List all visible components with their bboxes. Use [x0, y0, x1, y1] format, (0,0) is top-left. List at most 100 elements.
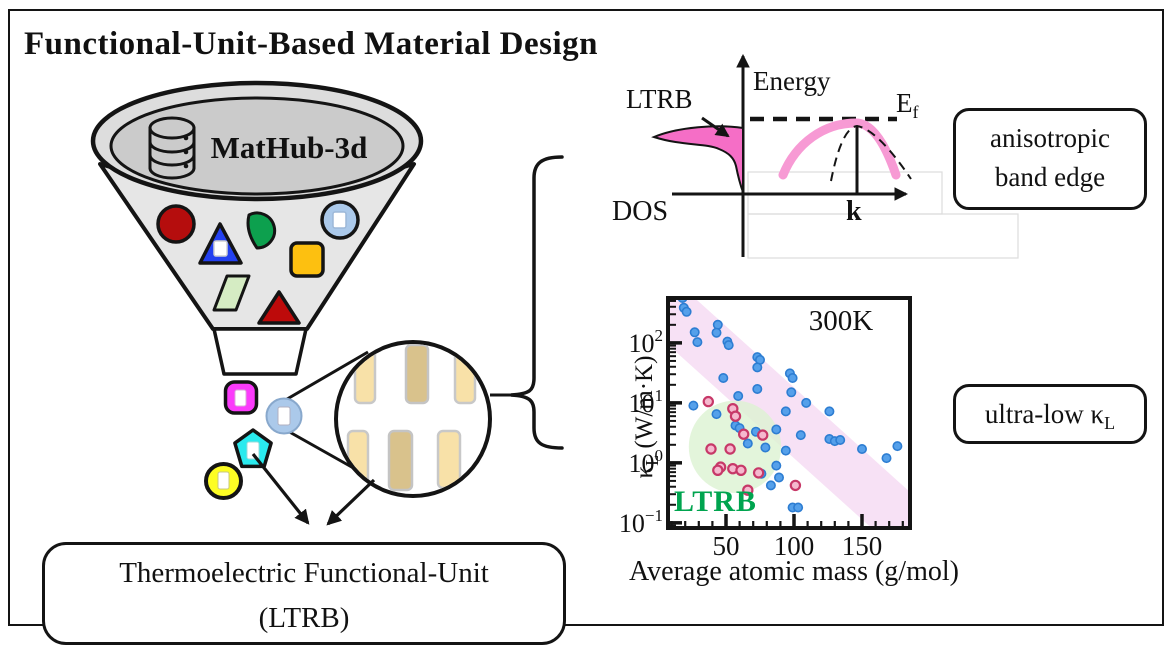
dos-axis-label: DOS	[612, 196, 669, 227]
y-axis-label: κL (W/m·K)	[631, 355, 662, 479]
y-tick-label: 10−1	[619, 506, 663, 538]
data-point-blue	[835, 434, 846, 445]
data-point-blue	[688, 400, 699, 411]
data-point-blue	[824, 406, 835, 417]
reference-band-curve	[830, 124, 912, 182]
plot-border	[666, 296, 912, 530]
callout-line: band edge	[994, 162, 1106, 193]
material-shape-red-triangle	[257, 290, 301, 325]
functional-unit-marker	[277, 406, 291, 426]
material-shape-red-circle	[156, 204, 196, 244]
anisotropic-band-edge-callout: anisotropic band edge	[953, 108, 1147, 210]
data-point-pink	[702, 395, 715, 408]
screened-materials	[204, 340, 492, 526]
ultra-low-kappa-callout: ultra-low κL	[953, 384, 1147, 444]
artifact-box	[747, 213, 1019, 259]
material-shape-green-parallelogram	[212, 274, 251, 312]
data-point-blue	[711, 327, 722, 338]
thermoelectric-unit-box: Thermoelectric Functional-Unit (LTRB)	[42, 542, 566, 645]
data-point-blue	[733, 390, 744, 401]
data-point-pink	[729, 410, 742, 422]
arrow-lens-to-box	[326, 478, 376, 526]
anisotropic-band-curve	[778, 118, 901, 180]
band-ltrb-label: LTRB	[626, 84, 693, 114]
functional-unit-marker	[332, 211, 347, 229]
data-point-blue	[677, 300, 688, 303]
data-point-blue	[881, 453, 892, 464]
material-shape-green-leaf	[246, 211, 277, 250]
data-point-blue	[681, 306, 692, 317]
data-point-blue	[795, 430, 806, 441]
data-point-blue	[793, 502, 804, 513]
data-point-pink	[705, 443, 717, 455]
data-point-blue	[892, 441, 903, 452]
data-point-blue	[780, 406, 791, 417]
x-tick-label: 100	[774, 531, 815, 561]
functional-unit-marker	[246, 441, 260, 460]
data-point-blue	[786, 387, 797, 398]
output-box-line: Thermoelectric Functional-Unit	[119, 557, 489, 589]
data-point-blue	[742, 438, 753, 449]
temperature-annotation: 300K	[808, 305, 874, 337]
data-point-blue	[760, 442, 771, 453]
data-point-blue	[692, 337, 703, 348]
x-axis-label: Average atomic mass (g/mol)	[629, 556, 959, 587]
band-structure-diagram	[651, 53, 1019, 259]
scatter-plot: 50 100 150 102 101 100 10−1	[619, 296, 912, 561]
data-point-pink	[738, 428, 750, 440]
lens-line-upper	[281, 350, 369, 404]
ltrb-region-label: LTRB	[674, 485, 757, 518]
funnel-diagram	[90, 80, 424, 376]
callout-line: anisotropic	[990, 123, 1110, 153]
database-label: MatHub-3d	[210, 130, 368, 165]
scatter-plot-content: 50 100 150 102 101 100 10−1	[619, 299, 908, 561]
dos-peak-curve	[651, 125, 744, 193]
data-point-blue	[712, 319, 723, 330]
data-point-blue	[771, 460, 782, 471]
data-point-blue	[787, 372, 798, 383]
functional-unit-marker	[217, 471, 230, 490]
y-tick-label: 100	[629, 446, 664, 478]
funnel-rim-inner	[109, 96, 405, 196]
data-point-pink	[712, 464, 724, 476]
data-point-blue	[689, 327, 700, 338]
data-point-pink	[752, 467, 765, 479]
data-point-blue	[765, 480, 776, 491]
data-point-blue	[773, 472, 784, 483]
figure-frame	[8, 9, 1164, 626]
output-box-line: (LTRB)	[258, 601, 350, 634]
data-point-blue	[752, 383, 763, 394]
y-tick-label: 101	[629, 386, 664, 418]
k-axis-label: k	[846, 196, 862, 227]
lens-line-lower	[285, 428, 358, 472]
functional-unit-marker	[213, 240, 228, 257]
energy-axis-label: Energy	[753, 66, 831, 96]
x-tick-label: 50	[713, 531, 740, 561]
functional-unit-marker	[234, 389, 247, 407]
data-point-pink	[724, 443, 736, 455]
x-tick-label: 150	[842, 531, 883, 561]
data-point-pink	[757, 429, 769, 441]
data-point-pink	[742, 484, 754, 496]
fermi-level-label: Ef	[896, 88, 919, 122]
data-point-blue	[711, 409, 722, 420]
y-tick-label: 102	[629, 326, 664, 358]
material-shape-orange-square	[289, 241, 325, 278]
arrow-pentagon-to-box	[251, 453, 310, 525]
data-point-blue	[723, 340, 734, 351]
funnel-spout	[212, 327, 308, 376]
curly-brace	[510, 155, 564, 450]
data-point-pink	[735, 464, 747, 476]
database-icon	[148, 116, 196, 180]
figure-title: Functional-Unit-Based Material Design	[24, 26, 598, 62]
data-point-blue	[718, 372, 729, 383]
arrow-ltrb-to-dos	[701, 116, 730, 138]
data-point-blue	[752, 362, 763, 373]
data-point-pink	[789, 479, 802, 492]
data-point-blue	[780, 445, 791, 456]
data-point-blue	[771, 424, 782, 435]
data-point-blue	[856, 443, 867, 454]
data-point-blue	[801, 397, 812, 408]
